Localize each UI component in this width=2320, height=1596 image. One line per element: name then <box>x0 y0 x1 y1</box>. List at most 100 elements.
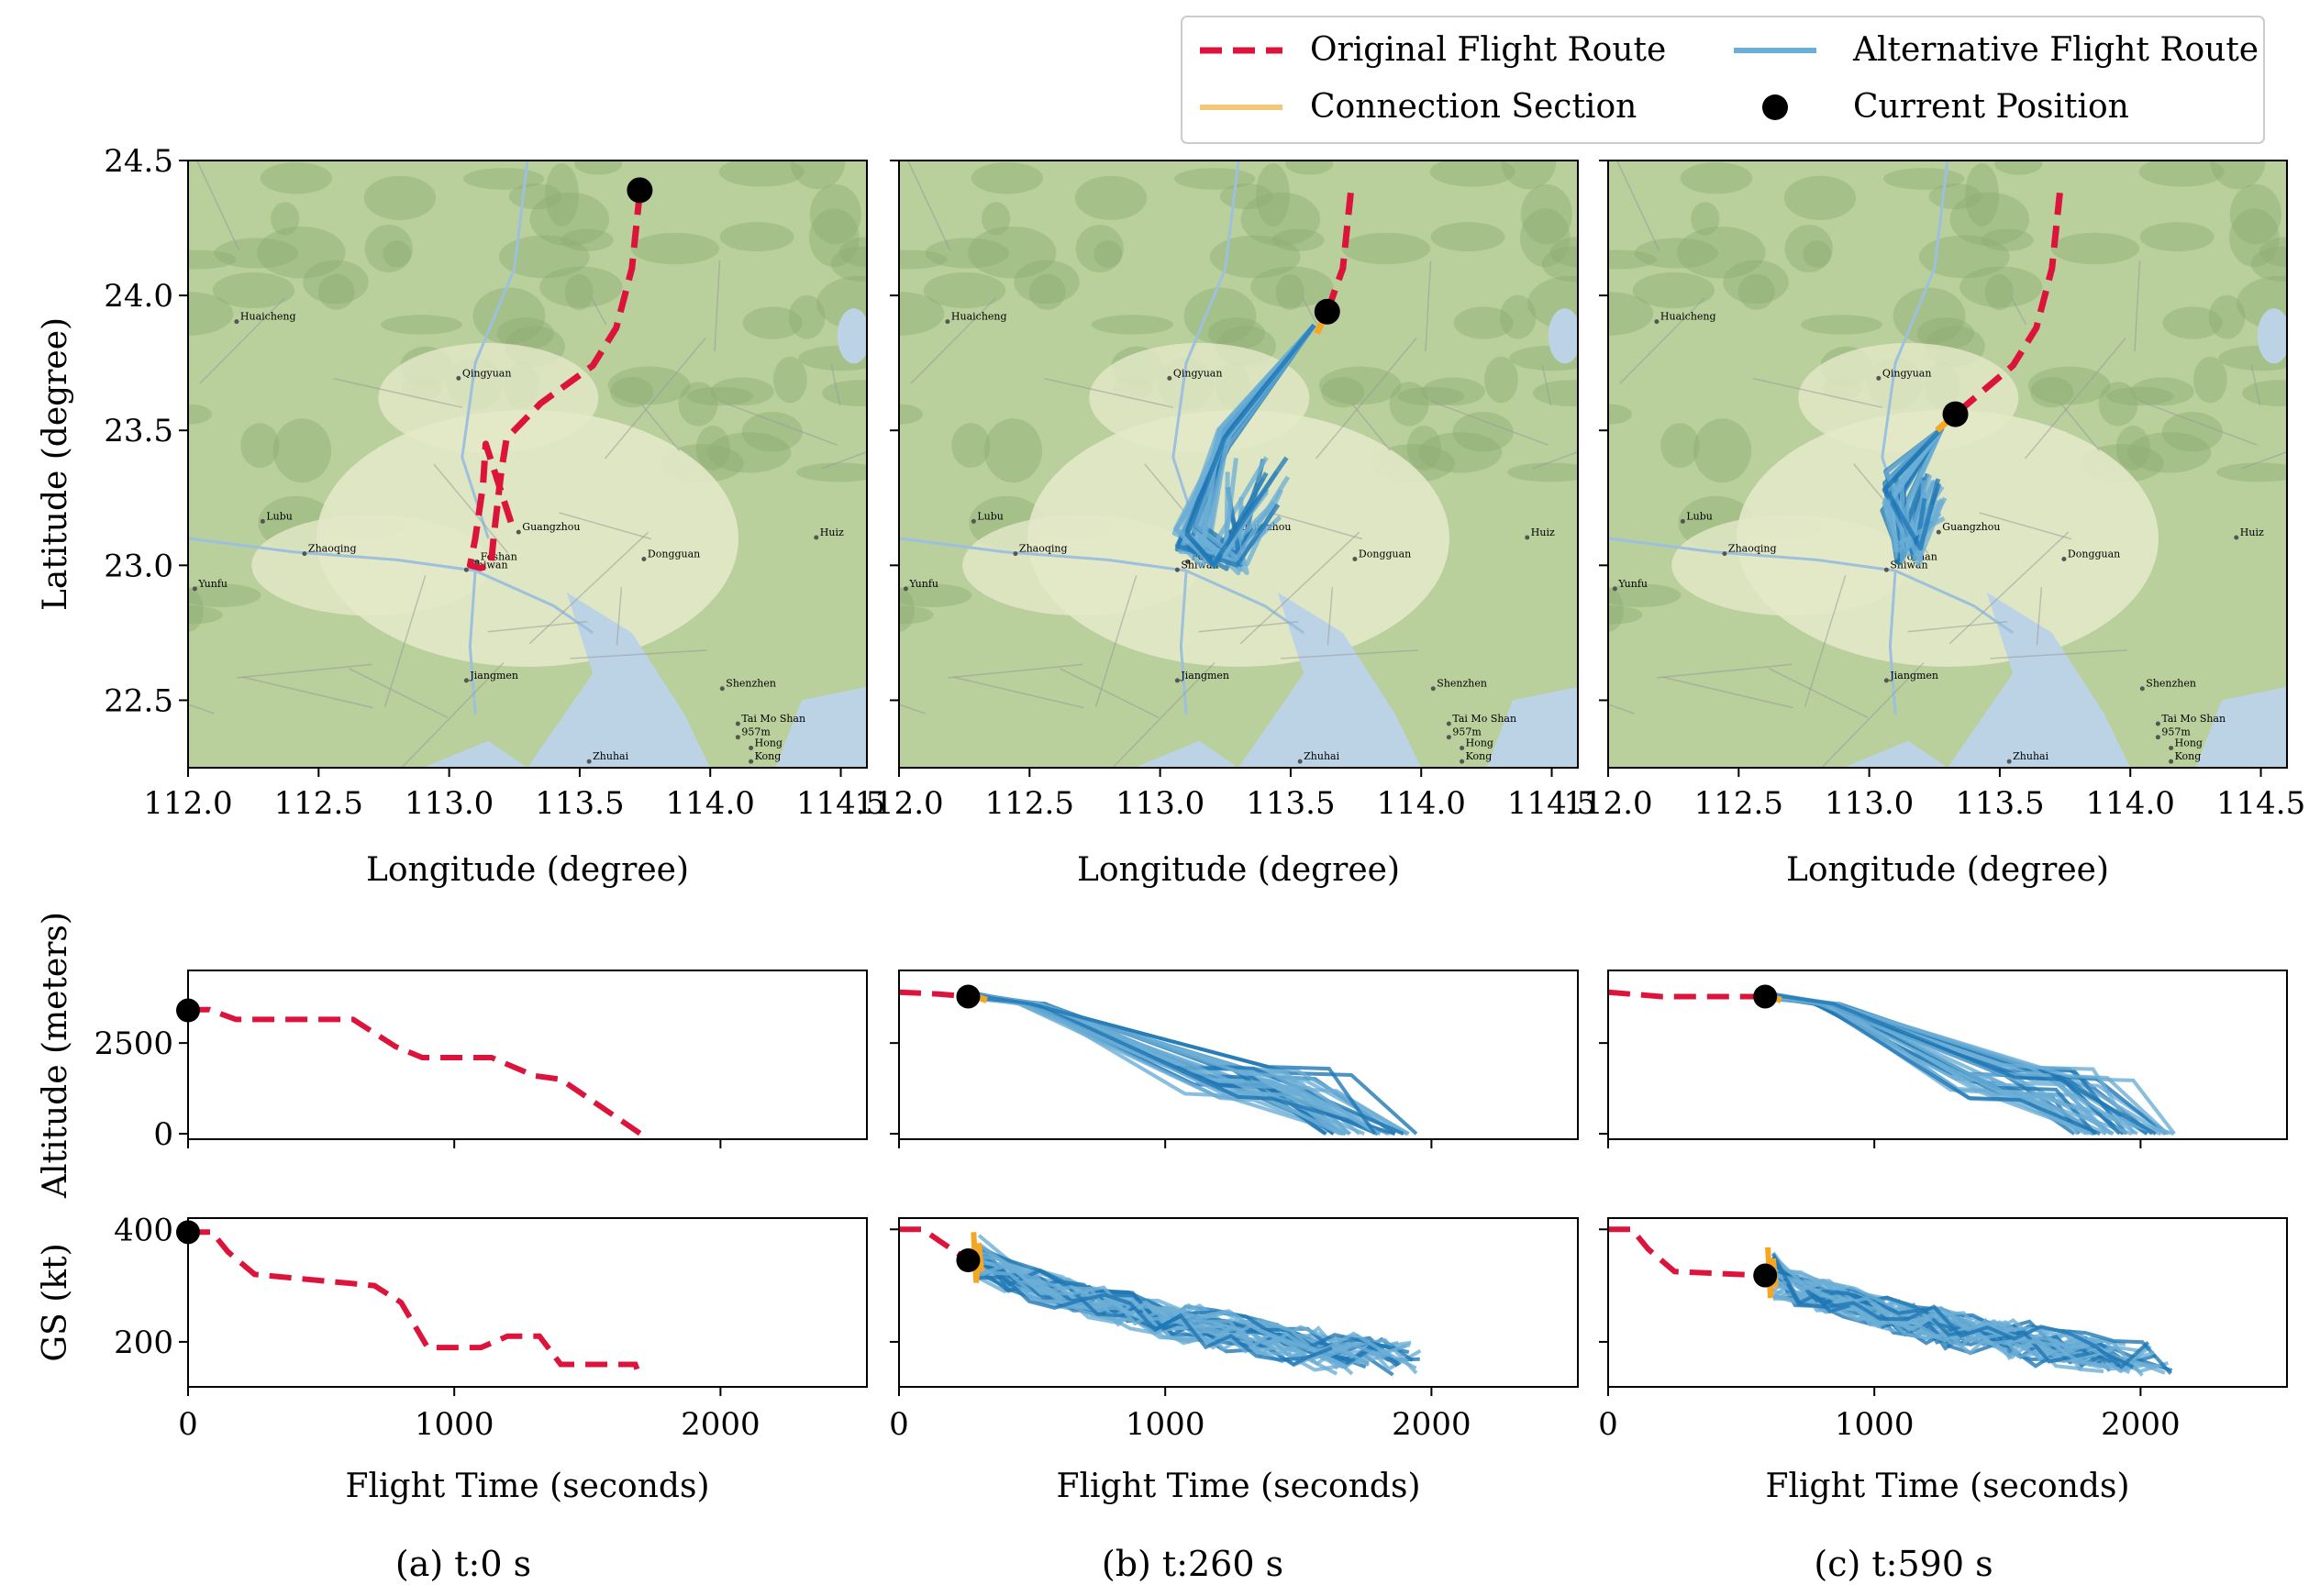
map-terrain <box>529 192 610 247</box>
map-urban-area <box>962 515 1202 616</box>
gs-bg <box>188 1218 867 1387</box>
city-label: Lubu <box>1686 510 1713 522</box>
map-terrain <box>718 161 805 187</box>
city-label: 957m <box>741 726 771 738</box>
time-xlabel-b: Flight Time (seconds) <box>1057 1468 1421 1505</box>
city-label: Yunfu <box>197 578 228 590</box>
city-label: Zhuhai <box>593 750 628 762</box>
map-terrain <box>2250 246 2287 283</box>
gs-xtick-label: 1000 <box>1126 1406 1205 1443</box>
map-a: Huaicheng Qingyuan Lubu Zhaoqing Yunfu Guangz… <box>188 161 867 768</box>
map-ytick-label: 23.0 <box>104 548 173 584</box>
map-terrain <box>1430 222 1505 252</box>
original-route-map <box>466 192 643 571</box>
city-label: Kong <box>755 750 782 762</box>
city-label: Jiangmen <box>1180 670 1229 682</box>
map-terrain <box>2138 161 2225 187</box>
map-road <box>910 297 996 384</box>
map-terrain <box>1421 377 1485 406</box>
map-terrain <box>2115 425 2150 471</box>
map-terrain <box>2242 380 2287 406</box>
map-ytick-label: 24.5 <box>104 143 173 180</box>
city-label: Zhuhai <box>1304 750 1339 762</box>
city-label: Huaicheng <box>951 311 1007 323</box>
alt-frame <box>898 970 1579 1140</box>
map-terrain <box>1074 175 1148 220</box>
altitude-plot-c <box>1608 970 2287 1139</box>
caption-a: (a) t:0 s <box>395 1544 531 1584</box>
map-road <box>1979 512 2072 540</box>
city-label: Huaicheng <box>240 311 296 323</box>
map-terrain <box>496 317 554 350</box>
map-terrain <box>1207 317 1265 350</box>
map-road <box>1948 531 2070 645</box>
map-terrain <box>303 260 369 305</box>
map-terrain <box>1483 356 1518 404</box>
city-dot <box>641 557 647 562</box>
map-terrain <box>1949 192 2030 247</box>
map-sea <box>423 740 527 768</box>
map-terrain <box>951 423 991 468</box>
map-road <box>1059 668 1160 719</box>
map-terrain <box>899 249 948 270</box>
map-road <box>1661 676 1793 709</box>
current-position-altitude <box>1753 984 1778 1009</box>
map-terrain <box>982 202 1011 236</box>
map-xtick-label: 113.0 <box>1116 785 1204 822</box>
map-road <box>2241 450 2287 470</box>
map-urban-area <box>251 515 491 616</box>
map-terrain <box>1608 404 1632 425</box>
current-position-map <box>1314 298 1340 325</box>
legend-current-swatch <box>1762 94 1788 120</box>
caption-b: (b) t:260 s <box>1102 1544 1283 1584</box>
city-dot <box>1430 686 1436 692</box>
alternative-gs-line <box>978 1244 1411 1358</box>
map-terrain <box>2030 377 2074 408</box>
map-terrain <box>2130 377 2194 406</box>
city-dot <box>1460 759 1465 764</box>
map-urban-area <box>1798 342 2019 453</box>
map-terrain <box>1452 412 1514 452</box>
city-label: Kong <box>1466 750 1493 762</box>
map-terrain <box>2126 432 2212 473</box>
map-terrain <box>2208 294 2246 339</box>
map-xtick-label: 114.5 <box>796 785 885 822</box>
map-terrain <box>1634 238 1718 269</box>
map-terrain <box>1093 240 1123 268</box>
map-terrain <box>240 423 280 468</box>
gs-xtick-label: 2000 <box>681 1406 760 1443</box>
map-xtick-label: 112.0 <box>1563 785 1652 822</box>
city-label: Tai Mo Shan <box>2161 713 2226 725</box>
map-river <box>899 537 1305 635</box>
map-urban-area <box>378 342 599 453</box>
map-road <box>821 450 867 470</box>
map-road <box>605 338 706 460</box>
alternative-route-map <box>1883 426 1945 551</box>
map-lake <box>837 308 867 364</box>
city-dot <box>1352 557 1358 562</box>
caption-c: (c) t:590 s <box>1814 1544 1993 1584</box>
alt-ytick-label: 0 <box>153 1116 173 1153</box>
map-terrain <box>678 382 718 427</box>
alternative-gs-line <box>1771 1253 2150 1369</box>
city-label: Zhaoqing <box>308 543 357 555</box>
map-terrain <box>1499 294 1537 339</box>
map-road <box>899 704 926 715</box>
original-gs-line <box>188 1229 644 1380</box>
map-terrain <box>1209 235 1301 279</box>
alt-frame <box>1607 970 2288 1140</box>
gs-ylabel: GS (kt) <box>37 1243 74 1361</box>
city-label: Guangzhou <box>1942 521 2000 533</box>
map-road <box>1198 620 1299 633</box>
map-river <box>1179 571 1188 715</box>
map-terrain <box>968 226 1057 279</box>
map-terrain <box>1981 228 2034 251</box>
map-road <box>1657 663 1793 679</box>
city-dot <box>1174 678 1180 683</box>
city-label: Jiangmen <box>469 670 518 682</box>
map-terrain <box>1632 272 1715 308</box>
map-terrain <box>607 366 691 405</box>
map-terrain <box>1520 183 1572 245</box>
map-terrain <box>1397 386 1465 406</box>
altitude-plot-b <box>899 970 1578 1139</box>
